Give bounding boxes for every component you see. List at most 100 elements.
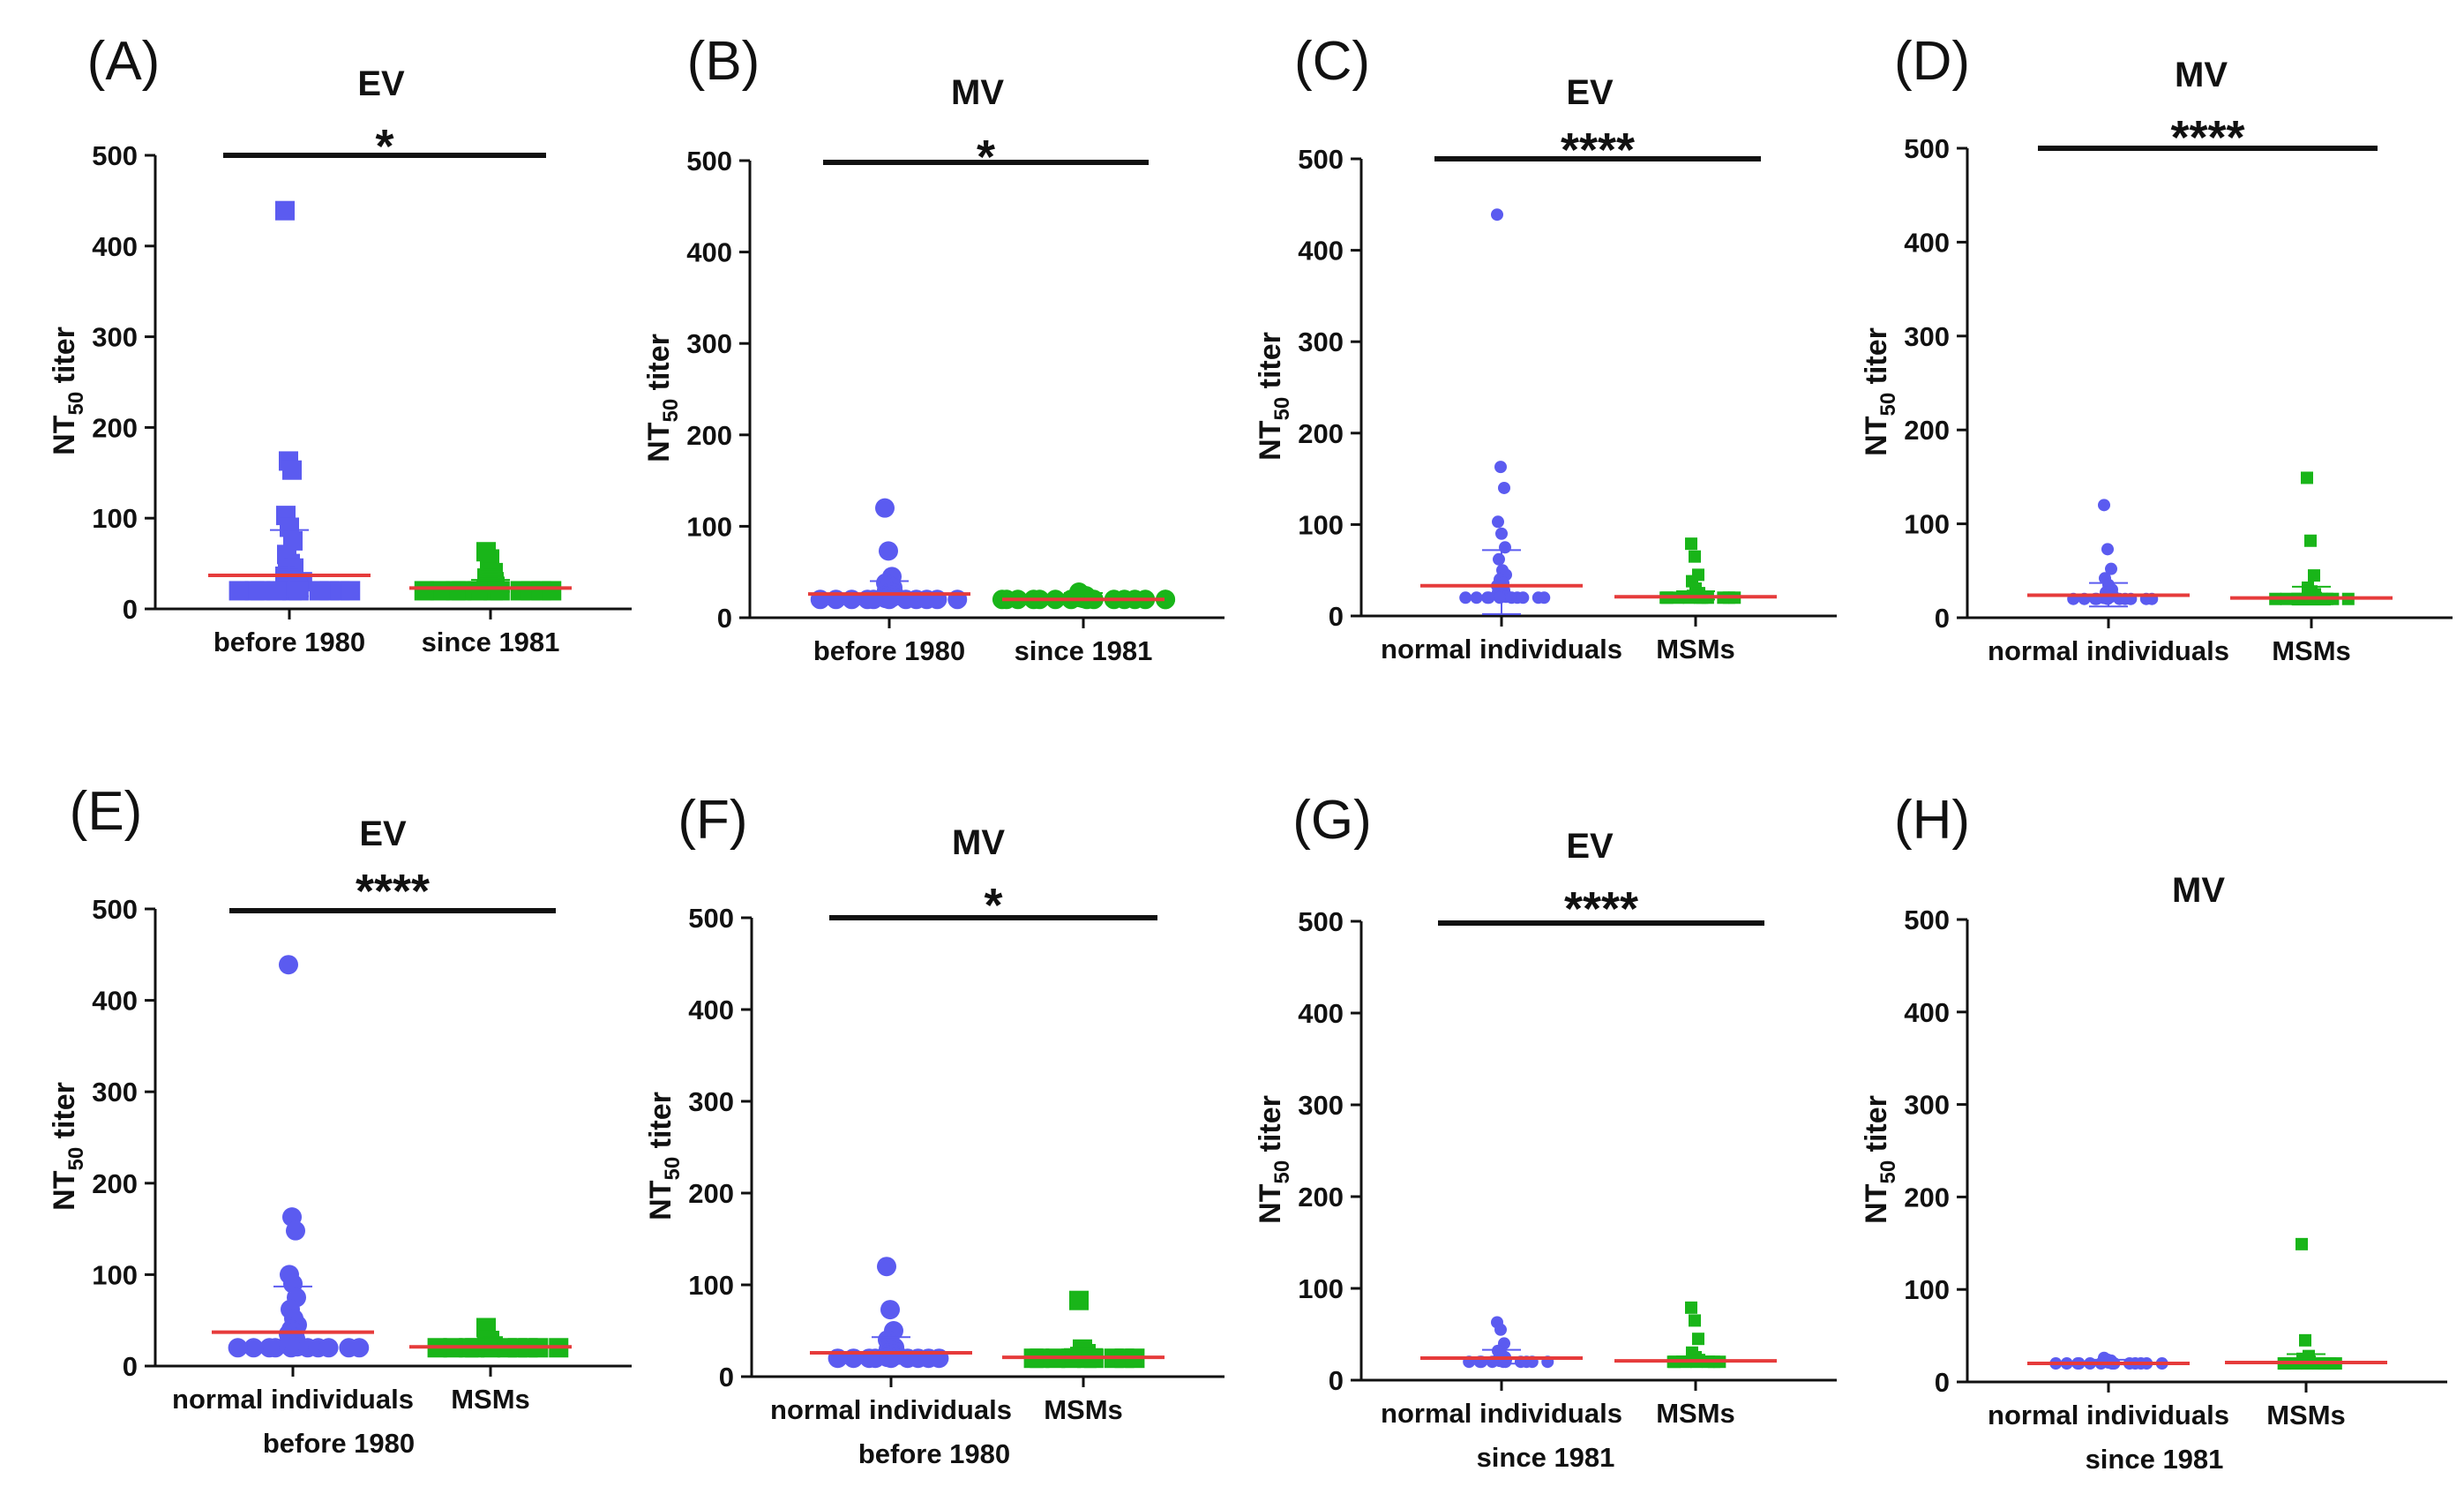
data-point xyxy=(2101,543,2114,556)
data-point xyxy=(1494,1323,1507,1336)
panel-f: (F) MV * 0 100 200 300 400 500 NT50 titer normal i… xyxy=(644,790,1225,1469)
data-point xyxy=(1459,591,1472,604)
y-axis-label: NT50 titer xyxy=(48,1082,88,1211)
data-point xyxy=(468,581,488,601)
data-point xyxy=(279,955,298,975)
y-tick-label: 200 xyxy=(1298,418,1344,449)
y-label-rest: titer xyxy=(48,1082,81,1147)
chart-title: EV xyxy=(359,815,407,853)
y-tick-label: 200 xyxy=(92,1168,138,1199)
y-label-main: NT xyxy=(642,422,676,462)
x-axis-label: since 1981 xyxy=(2086,1444,2224,1475)
y-label-subscript: 50 xyxy=(64,1147,88,1171)
x-tick-label: normal individuals xyxy=(1381,1398,1622,1429)
data-point xyxy=(1685,1301,1697,1314)
y-label-rest: titer xyxy=(1254,1095,1287,1160)
y-tick-label: 500 xyxy=(1298,144,1344,175)
x-tick-label: before 1980 xyxy=(813,635,965,666)
y-tick-label: 500 xyxy=(1298,906,1344,937)
y-label-subscript: 50 xyxy=(64,392,88,416)
data-point xyxy=(349,1338,370,1358)
y-axis-label: NT50 titer xyxy=(1254,332,1294,461)
significance-stars: **** xyxy=(356,865,430,918)
data-point xyxy=(1494,591,1506,604)
chart-title: EV xyxy=(357,64,405,103)
y-tick-label: 500 xyxy=(92,894,138,925)
data-point xyxy=(446,581,466,601)
y-tick-label: 400 xyxy=(1298,236,1344,267)
y-axis-label: NT50 titer xyxy=(48,327,88,455)
y-tick-label: 100 xyxy=(1298,509,1344,540)
data-point xyxy=(2295,1237,2308,1250)
panel-e: (E) EV **** 0 100 200 300 400 500 NT50 titer norma… xyxy=(48,781,632,1459)
x-tick-label: MSMs xyxy=(451,1384,530,1415)
y-tick-label: 300 xyxy=(1904,321,1950,352)
y-label-main: NT xyxy=(1860,416,1893,456)
data-point xyxy=(542,581,562,601)
x-tick-label: MSMs xyxy=(2272,635,2351,666)
y-tick-label: 500 xyxy=(1904,905,1950,935)
data-point xyxy=(877,1257,896,1277)
y-label-main: NT xyxy=(48,1170,81,1211)
data-point xyxy=(490,581,510,601)
y-tick-label: 400 xyxy=(92,986,138,1017)
significance-stars: * xyxy=(977,131,995,184)
panel-label: (G) xyxy=(1292,790,1372,851)
data-point xyxy=(1692,1333,1704,1346)
panel-d: (D) MV **** 0 100 200 300 400 500 NT50 titer norma… xyxy=(1860,31,2453,666)
y-tick-label: 0 xyxy=(1935,1367,1950,1398)
y-tick-label: 500 xyxy=(688,903,734,934)
y-label-subscript: 50 xyxy=(661,1157,685,1181)
data-point xyxy=(1495,527,1508,540)
data-point xyxy=(1156,589,1175,610)
x-axis-label: before 1980 xyxy=(263,1428,415,1459)
y-label-rest: titer xyxy=(1254,332,1287,397)
y-label-subscript: 50 xyxy=(1876,393,1900,417)
y-tick-label: 300 xyxy=(92,1077,138,1107)
significance-stars: **** xyxy=(1564,882,1638,935)
y-tick-label: 100 xyxy=(1298,1273,1344,1304)
chart-title: EV xyxy=(1566,827,1614,866)
significance-stars: **** xyxy=(1561,124,1635,176)
data-point xyxy=(1498,481,1510,494)
data-point xyxy=(1517,591,1530,604)
y-tick-label: 100 xyxy=(1904,509,1950,540)
y-tick-label: 0 xyxy=(1935,603,1950,634)
y-axis-label: NT50 titer xyxy=(644,1092,685,1220)
y-tick-label: 200 xyxy=(1904,415,1950,446)
x-tick-label: MSMs xyxy=(1044,1394,1123,1425)
y-tick-label: 300 xyxy=(688,1086,734,1117)
data-point xyxy=(879,541,898,561)
y-tick-label: 0 xyxy=(123,594,138,625)
data-point xyxy=(1492,515,1504,529)
data-point xyxy=(1538,591,1551,604)
data-point xyxy=(1069,1290,1089,1310)
data-point xyxy=(282,460,302,480)
y-label-subscript: 50 xyxy=(1876,1160,1900,1184)
x-tick-label: normal individuals xyxy=(1381,634,1622,664)
data-point xyxy=(341,581,361,601)
y-tick-label: 200 xyxy=(1298,1182,1344,1212)
y-tick-label: 400 xyxy=(92,231,138,262)
y-axis-label: NT50 titer xyxy=(1254,1095,1294,1224)
y-label-subscript: 50 xyxy=(1270,397,1294,421)
x-tick-label: MSMs xyxy=(1656,1398,1735,1429)
y-tick-label: 300 xyxy=(1298,327,1344,357)
y-tick-label: 300 xyxy=(92,322,138,353)
data-point xyxy=(2105,562,2117,575)
data-point xyxy=(880,1300,900,1320)
significance-stars: * xyxy=(984,879,1002,932)
panel-label: (D) xyxy=(1894,31,1970,92)
y-tick-label: 100 xyxy=(92,503,138,534)
y-label-main: NT xyxy=(644,1180,678,1220)
data-point xyxy=(430,581,450,601)
data-point xyxy=(1481,591,1494,604)
x-tick-label: normal individuals xyxy=(770,1394,1012,1425)
y-label-rest: titer xyxy=(1860,1095,1893,1160)
panel-label: (A) xyxy=(87,31,161,92)
data-point xyxy=(244,581,265,601)
y-tick-label: 500 xyxy=(92,140,138,171)
y-tick-label: 200 xyxy=(688,1178,734,1209)
panel-label: (H) xyxy=(1894,790,1970,851)
y-tick-label: 100 xyxy=(688,1270,734,1301)
